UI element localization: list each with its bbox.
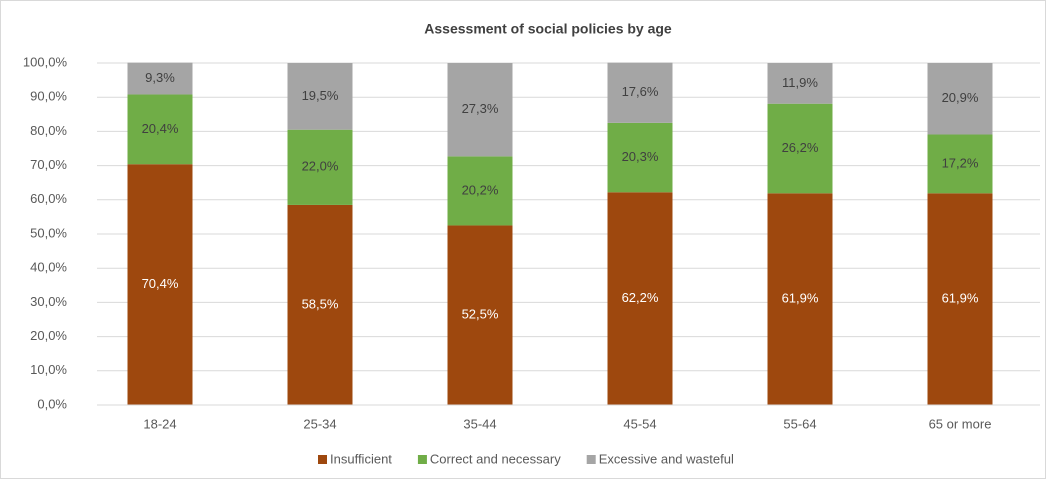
data-label: 70,4%: [142, 276, 179, 291]
data-label: 20,9%: [942, 90, 979, 105]
bar-segment: [287, 204, 353, 405]
y-tick-label: 0,0%: [37, 396, 67, 411]
y-tick-label: 90,0%: [30, 89, 67, 104]
legend-label: Correct and necessary: [430, 451, 561, 466]
bar-segment: [607, 192, 673, 405]
data-label: 27,3%: [462, 101, 499, 116]
x-tick-label: 35-44: [463, 416, 496, 431]
data-label: 52,5%: [462, 307, 499, 322]
chart-title: Assessment of social policies by age: [424, 21, 672, 37]
y-tick-label: 20,0%: [30, 328, 67, 343]
x-tick-label: 18-24: [143, 416, 176, 431]
bar-segment: [607, 62, 673, 123]
data-label: 17,6%: [622, 84, 659, 99]
legend-swatch: [417, 455, 427, 464]
bar-segment: [767, 103, 833, 194]
data-label: 22,0%: [302, 159, 339, 174]
data-label: 58,5%: [302, 296, 339, 311]
x-tick-label: 45-54: [623, 416, 656, 431]
x-tick-label: 25-34: [303, 416, 336, 431]
data-label: 61,9%: [782, 291, 819, 306]
bar-segment: [287, 129, 353, 205]
data-label: 61,9%: [942, 291, 979, 306]
bar-segment: [127, 94, 193, 165]
y-tick-label: 60,0%: [30, 191, 67, 206]
bar-segment: [447, 63, 513, 157]
legend-label: Insufficient: [330, 451, 392, 466]
y-tick-label: 100,0%: [23, 54, 68, 69]
data-label: 20,3%: [622, 149, 659, 164]
x-tick-label: 55-64: [783, 416, 816, 431]
legend-swatch: [586, 455, 596, 464]
bar-segment: [767, 63, 833, 104]
bar-segment: [607, 122, 673, 193]
bar-segment: [287, 63, 353, 130]
data-label: 20,2%: [462, 182, 499, 197]
y-tick-label: 50,0%: [30, 225, 67, 240]
data-label: 17,2%: [942, 155, 979, 170]
bar-segment: [127, 164, 193, 405]
data-label: 11,9%: [782, 75, 818, 90]
bar-segment: [767, 193, 833, 405]
data-label: 20,4%: [142, 121, 179, 136]
data-label: 26,2%: [782, 140, 819, 155]
y-tick-label: 30,0%: [30, 294, 67, 309]
y-tick-label: 10,0%: [30, 362, 67, 377]
legend-swatch: [318, 455, 327, 464]
bar-segment: [927, 193, 993, 405]
data-label: 9,3%: [145, 70, 175, 85]
y-tick-label: 40,0%: [30, 260, 67, 275]
data-label: 19,5%: [302, 88, 339, 103]
data-label: 62,2%: [622, 290, 659, 305]
bar-segment: [127, 62, 193, 95]
x-tick-label: 65 or more: [929, 416, 992, 431]
bar-segment: [927, 63, 993, 135]
y-tick-label: 70,0%: [30, 157, 67, 172]
bar-segment: [447, 156, 513, 226]
bar-segment: [447, 225, 513, 405]
legend-label: Excessive and wasteful: [599, 451, 734, 466]
y-tick-label: 80,0%: [30, 123, 67, 138]
bar-segment: [927, 134, 993, 194]
